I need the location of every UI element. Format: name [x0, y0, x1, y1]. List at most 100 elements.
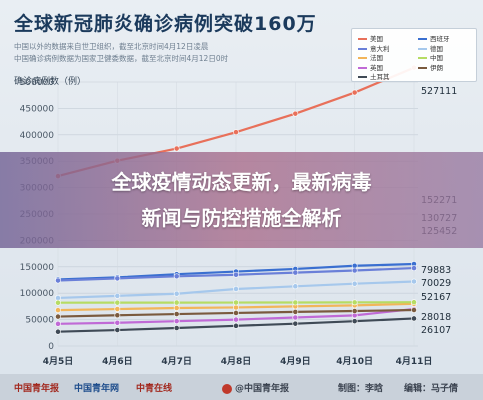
data-point-uk: [173, 318, 180, 325]
headline-line-1: 全球疫情动态更新，最新病毒: [111, 170, 372, 194]
logo-cyol: 中青在线: [136, 384, 173, 394]
legend-swatch: [358, 76, 367, 78]
data-point-us: [173, 145, 180, 152]
data-point-italy: [55, 277, 61, 284]
data-point-germany: [292, 283, 299, 290]
headline-line-2: 新闻与防控措施全解析: [141, 206, 342, 230]
legend-swatch: [358, 47, 367, 50]
data-point-turkey: [411, 315, 417, 322]
legend-label: 德国: [430, 44, 443, 53]
data-point-china: [292, 299, 299, 306]
footer-bar: 中国青年报 中国青年网 中青在线 @中国青年报 制图：李晗 编辑：马子倩: [0, 374, 483, 400]
legend-label: 西班牙: [430, 35, 450, 43]
legend-label: 意大利: [370, 44, 390, 53]
legend-item: 伊朗: [418, 62, 443, 72]
data-point-germany: [114, 292, 121, 299]
data-point-iran: [351, 308, 358, 314]
legend-item: 土耳其: [358, 71, 390, 81]
data-point-china: [114, 299, 121, 306]
x-tick-label: 4月11日: [396, 356, 433, 367]
data-point-germany: [233, 286, 239, 292]
x-tick-label: 4月10日: [336, 356, 373, 367]
data-point-uk: [233, 316, 239, 323]
data-point-italy: [114, 275, 121, 282]
data-point-china: [411, 299, 417, 306]
data-point-us: [292, 110, 299, 117]
y-tick-label: 100000: [20, 289, 55, 299]
legend-item: 西班牙: [418, 33, 450, 43]
legend-label: 中国: [430, 54, 443, 62]
end-value-label: 52167: [421, 292, 451, 303]
data-point-germany: [411, 278, 417, 285]
end-value-label: 28018: [421, 312, 451, 323]
data-point-france: [114, 306, 121, 312]
y-tick-label: 0: [48, 342, 54, 352]
data-point-turkey: [173, 325, 180, 331]
legend-label: 伊朗: [430, 63, 443, 72]
legend: 美国 西班牙意大利 德国法国 中国英国 伊朗土耳其: [351, 28, 477, 82]
chart-title: 全球新冠肺炎确诊病例突破160万: [14, 13, 317, 35]
data-point-italy: [173, 273, 180, 280]
legend-item: 英国: [358, 62, 383, 72]
logo-youth: 中国青年网: [74, 384, 120, 394]
data-point-italy: [233, 271, 239, 278]
credit-designer: 制图：李晗: [338, 384, 384, 394]
data-point-uk: [114, 319, 121, 326]
data-point-uk: [55, 320, 61, 327]
weibo-label: @中国青年报: [235, 384, 290, 394]
y-axis-label: 确诊病例数（例）: [14, 77, 87, 87]
source-note-1: 中国以外的数据来自世卫组织，截至北京时间4月12日凌晨: [14, 42, 209, 51]
x-tick-label: 4月9日: [280, 356, 311, 367]
data-point-iran: [411, 307, 417, 313]
data-point-china: [55, 299, 61, 306]
x-tick-label: 4月5日: [43, 356, 74, 367]
data-point-china: [173, 299, 180, 306]
data-point-uk: [292, 314, 299, 321]
x-tick-label: 4月8日: [221, 356, 252, 367]
legend-label: 法国: [370, 54, 383, 62]
data-point-china: [351, 299, 358, 306]
legend-swatch: [418, 38, 427, 40]
data-point-turkey: [292, 320, 299, 327]
data-point-iran: [292, 308, 299, 315]
data-point-spain: [351, 262, 358, 269]
legend-swatch: [358, 66, 367, 69]
data-point-germany: [351, 280, 358, 287]
end-value-label: 26107: [421, 325, 451, 336]
weibo-icon: [222, 383, 232, 394]
legend-swatch: [418, 57, 427, 59]
x-tick-label: 4月6日: [102, 356, 133, 367]
data-point-iran: [173, 311, 180, 317]
legend-label: 美国: [370, 35, 383, 43]
data-point-france: [173, 305, 180, 311]
data-point-iran: [233, 310, 239, 316]
data-point-iran: [114, 312, 121, 319]
source-note-2: 中国确诊病例数据为国家卫健委数据，截至北京时间4月12日0时: [14, 54, 229, 63]
data-point-china: [233, 299, 239, 306]
legend-item: 意大利: [358, 43, 390, 53]
y-tick-label: 450000: [20, 104, 55, 114]
data-point-italy: [411, 265, 417, 271]
data-point-france: [55, 307, 61, 313]
data-point-turkey: [351, 318, 358, 325]
data-point-italy: [292, 269, 299, 276]
x-tick-label: 4月7日: [161, 356, 192, 367]
end-value-label: 70029: [421, 278, 451, 289]
end-value-label: 527111: [421, 86, 457, 97]
data-point-turkey: [233, 322, 239, 329]
data-point-iran: [55, 313, 61, 320]
y-tick-label: 50000: [25, 316, 54, 326]
legend-label: 土耳其: [370, 73, 390, 81]
legend-swatch: [358, 57, 367, 59]
y-tick-label: 400000: [20, 131, 55, 141]
end-value-label: 79883: [421, 265, 451, 276]
legend-item: 德国: [418, 43, 443, 53]
legend-swatch: [418, 47, 427, 50]
headline-banner: 全球疫情动态更新，最新病毒 新闻与防控措施全解析: [0, 152, 483, 248]
data-point-france: [233, 304, 239, 311]
data-point-germany: [55, 295, 61, 301]
data-point-us: [351, 89, 358, 96]
data-point-turkey: [114, 327, 121, 333]
data-point-us: [233, 129, 239, 136]
